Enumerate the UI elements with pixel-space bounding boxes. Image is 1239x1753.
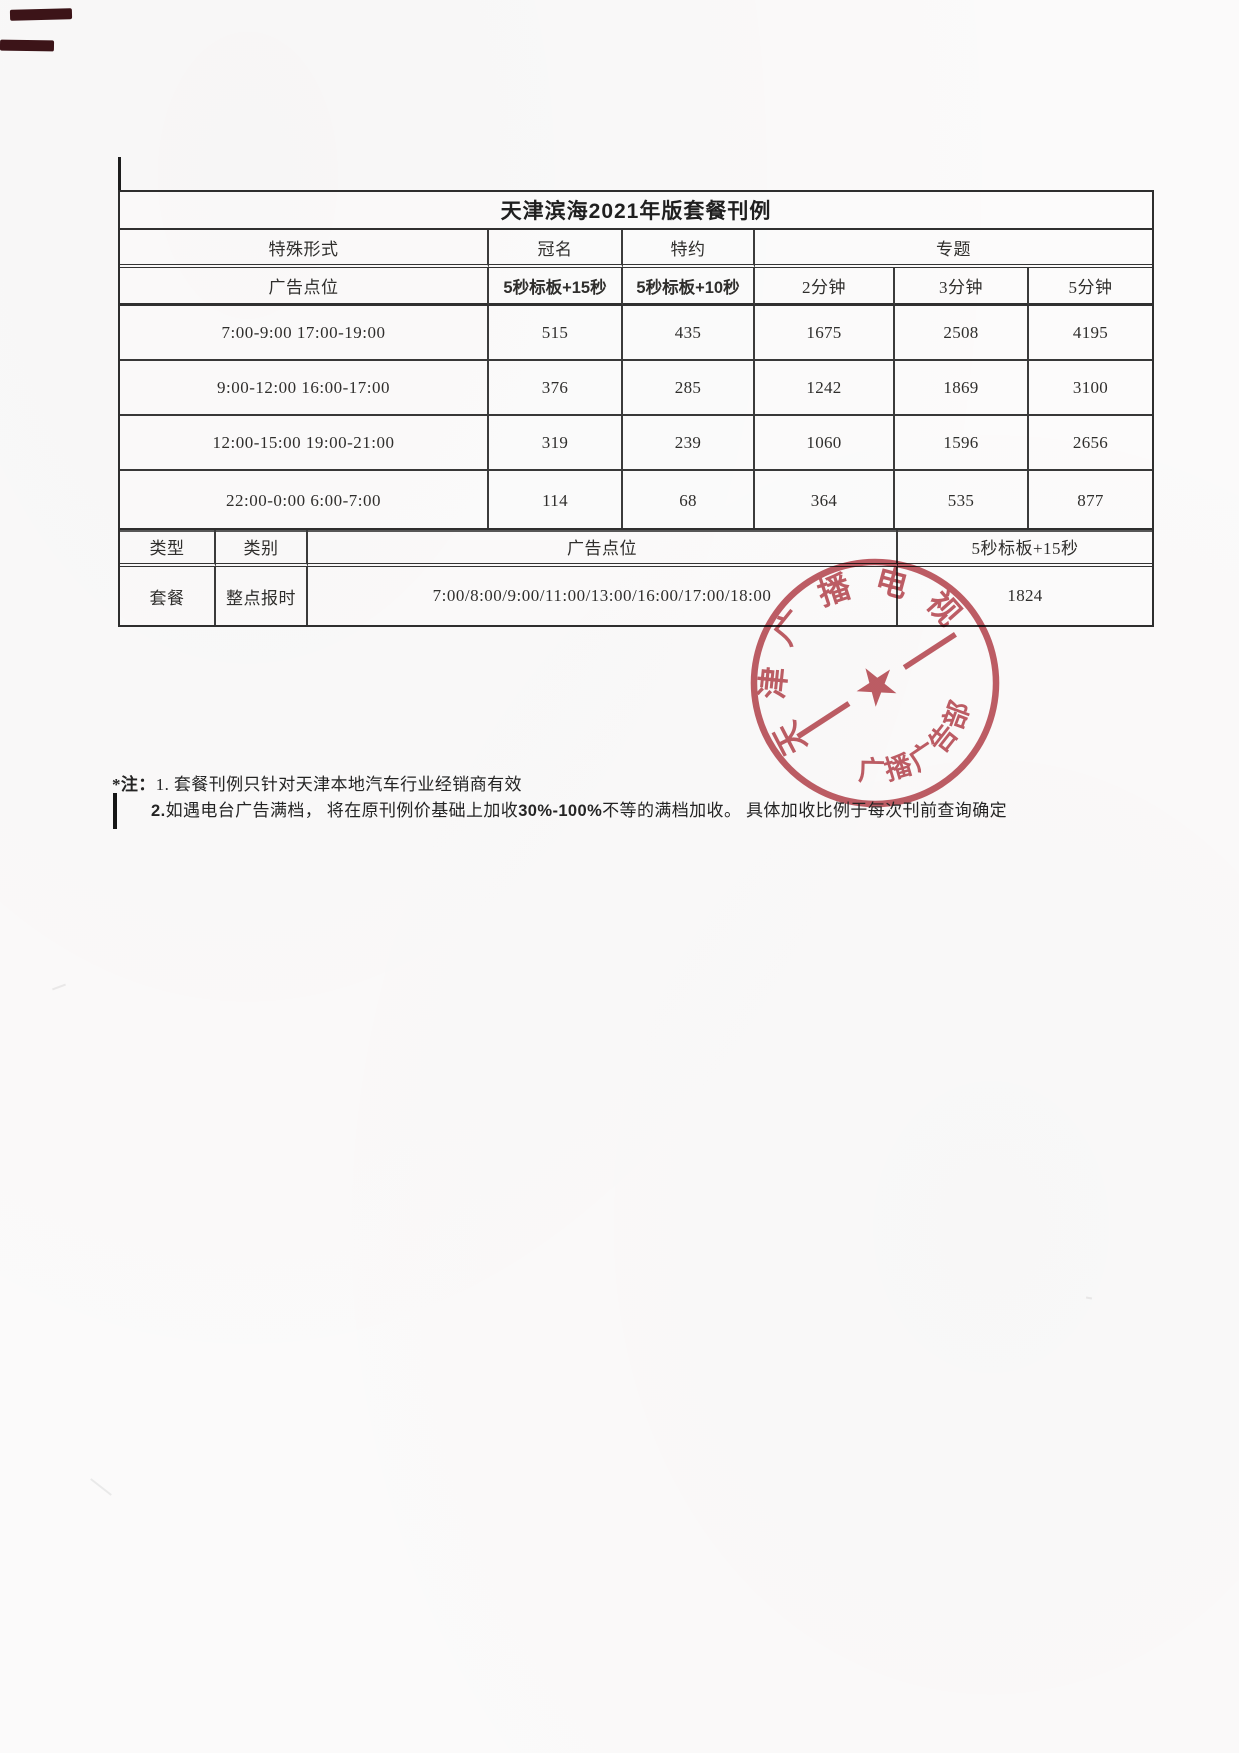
price-cell: 1824 <box>1007 586 1043 605</box>
footnote-2-number: 2. <box>151 802 166 820</box>
header-5s-10s: 5秒标板+10秒 <box>623 268 755 306</box>
category-cell: 整点报时 <box>216 567 308 625</box>
header-ad-position: 广告点位 <box>120 268 489 306</box>
scan-smudge <box>1085 1296 1093 1300</box>
price-cell: 1060 <box>755 416 895 471</box>
header-naming: 冠名 <box>489 230 623 268</box>
footnote-2-bold: 30%-100% <box>518 802 603 820</box>
time-slot-cell: 7:00/8:00/9:00/11:00/13:00/16:00/17:00/1… <box>308 567 898 625</box>
price-cell: 239 <box>623 416 755 471</box>
scan-smudge <box>90 1478 112 1496</box>
footnote-1-text: 1. 套餐刊例只针对天津本地汽车行业经销商有效 <box>155 775 522 794</box>
price-cell: 1242 <box>755 361 895 416</box>
table-title-cell: 天津滨海2021年版套餐刊例 <box>120 192 1152 230</box>
price-cell: 515 <box>489 306 623 361</box>
time-slot-cell: 22:00-0:00 6:00-7:00 <box>120 471 489 530</box>
scan-artifact-tick <box>118 157 121 191</box>
price-cell: 2656 <box>1029 416 1152 471</box>
svg-text:广播广告部: 广播广告部 <box>842 684 992 808</box>
header-topic: 专题 <box>755 230 1152 268</box>
price-cell: 376 <box>489 361 623 416</box>
type-cell: 套餐 <box>120 567 216 625</box>
footnote-prefix: *注： <box>112 775 156 794</box>
price-cell: 68 <box>623 471 755 530</box>
scan-artifact-tick <box>113 793 117 829</box>
page-title: 天津滨海2021年版套餐刊例 <box>500 200 772 223</box>
stamp-dept-text: 广播广告部 <box>842 684 992 808</box>
header-special: 特约 <box>623 230 755 268</box>
footnote-line-1: *注：1. 套餐刊例只针对天津本地汽车行业经销商有效 <box>112 770 522 795</box>
header-5s-15s: 5秒标板+15秒 <box>489 268 623 306</box>
price-cell: 535 <box>895 471 1029 530</box>
header-category: 类别 <box>216 530 308 567</box>
scan-artifact-dash <box>9 8 73 21</box>
stamp-star-icon: ★ <box>841 648 913 724</box>
header-ad-position: 广告点位 <box>308 530 898 567</box>
price-cell: 877 <box>1077 490 1104 510</box>
time-slot-cell: 12:00-15:00 19:00-21:00 <box>120 416 489 471</box>
price-cell: 364 <box>755 471 895 530</box>
footnote-line-2: 2.如遇电台广告满档， 将在原刊例价基础上加收30%-100%不等的满档加收。 … <box>151 796 1007 821</box>
stamp-left-bar <box>796 701 851 740</box>
price-cell: 4195 <box>1029 306 1152 361</box>
price-cell: 435 <box>623 306 755 361</box>
price-cell: 114 <box>489 471 623 530</box>
header-2min: 2分钟 <box>755 268 895 306</box>
price-cell: 3100 <box>1029 361 1152 416</box>
footnote-2-text-a: 如遇电台广告满档， 将在原刊例价基础上加收 <box>165 801 519 820</box>
price-cell: 319 <box>489 416 623 471</box>
price-cell: 285 <box>623 361 755 416</box>
price-cell: 1596 <box>895 416 1029 471</box>
header-5min: 5分钟 <box>1029 268 1152 306</box>
header-5s-15s: 5秒标板+15秒 <box>898 530 1152 567</box>
stamp-right-bar <box>902 632 957 670</box>
price-cell: 1869 <box>895 361 1029 416</box>
price-cell: 1675 <box>755 306 895 361</box>
header-3min: 3分钟 <box>895 268 1029 306</box>
time-slot-cell: 7:00-9:00 17:00-19:00 <box>120 306 489 361</box>
scan-smudge <box>52 983 66 991</box>
header-special-format: 特殊形式 <box>120 230 489 268</box>
time-slot-cell: 9:00-12:00 16:00-17:00 <box>120 361 489 416</box>
scan-artifact-dash <box>0 39 55 52</box>
rate-table: 天津滨海2021年版套餐刊例 特殊形式 冠名 特约 专题 广告点位 5秒标板+1… <box>118 190 1154 532</box>
header-type: 类型 <box>120 530 216 567</box>
price-cell: 2508 <box>895 306 1029 361</box>
footnote-2-text-b: 不等的满档加收。 具体加收比例于每次刊前查询确定 <box>602 801 1007 820</box>
package-table: 类型 类别 广告点位 5秒标板+15秒 套餐 整点报时 7:00/8:00/9:… <box>118 528 1154 627</box>
